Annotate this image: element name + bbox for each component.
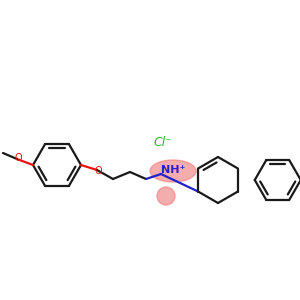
Text: O: O: [94, 166, 102, 176]
Text: O: O: [14, 153, 22, 163]
Ellipse shape: [157, 187, 175, 205]
Text: Cl⁻: Cl⁻: [154, 136, 172, 148]
Ellipse shape: [150, 160, 196, 182]
Text: NH⁺: NH⁺: [161, 165, 185, 175]
